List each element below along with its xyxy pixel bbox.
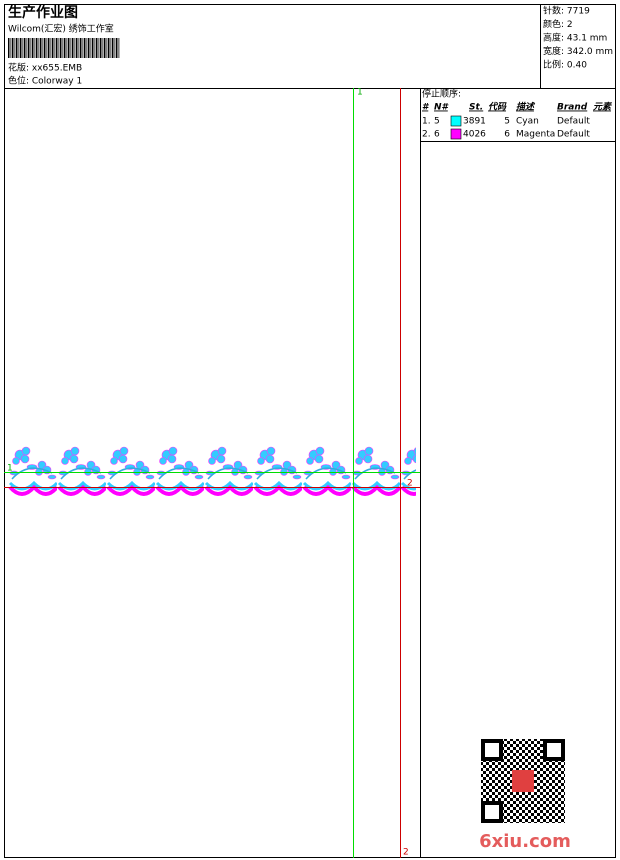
column-header: 描述 [516, 102, 536, 113]
cell: 6 [434, 130, 440, 140]
barcode [8, 38, 120, 58]
outer-border [4, 4, 616, 858]
cell: 5 [504, 117, 510, 127]
embroidery-design [8, 443, 416, 499]
cell: Cyan [516, 117, 539, 127]
column-header: St. [469, 103, 483, 113]
qr-code [481, 739, 565, 823]
column-header: 代码 [488, 102, 507, 113]
color-swatch [450, 115, 462, 127]
colorway: 色位: Colorway 1 [8, 75, 82, 87]
stat: 比例: 0.40 [543, 59, 587, 71]
stat: 颜色: 2 [543, 18, 573, 30]
company: Wilcom(汇宏) 绣饰工作室 [8, 23, 114, 35]
cell: Default [557, 117, 590, 127]
guide-label: 2 [403, 848, 409, 858]
cell: 1. [422, 117, 431, 127]
cell: Magenta [516, 130, 555, 140]
watermark: 6xiu.com [479, 831, 571, 852]
color-swatch [450, 128, 462, 140]
guide-label: 1 [7, 464, 13, 474]
design-file: 花版: xx655.EMB [8, 62, 82, 74]
stat: 针数: 7719 [543, 5, 590, 17]
title: 生产作业图 [8, 4, 78, 21]
column-header: Brand [557, 103, 588, 113]
cell: 3891 [463, 117, 486, 127]
cell: 4026 [463, 130, 486, 140]
cell: Default [557, 130, 590, 140]
column-header: 元素 [593, 102, 613, 113]
cell: 5 [434, 117, 440, 127]
column-header: N# [434, 103, 450, 113]
column-header: # [422, 103, 430, 113]
guide-label: 1 [357, 88, 363, 98]
cell: 6 [504, 130, 510, 140]
stat: 高度: 43.1 mm [543, 32, 607, 44]
guide-label: 2 [407, 479, 413, 489]
cell: 2. [422, 130, 431, 140]
stat: 宽度: 342.0 mm [543, 45, 613, 57]
table-title: 停止顺序: [422, 88, 461, 100]
